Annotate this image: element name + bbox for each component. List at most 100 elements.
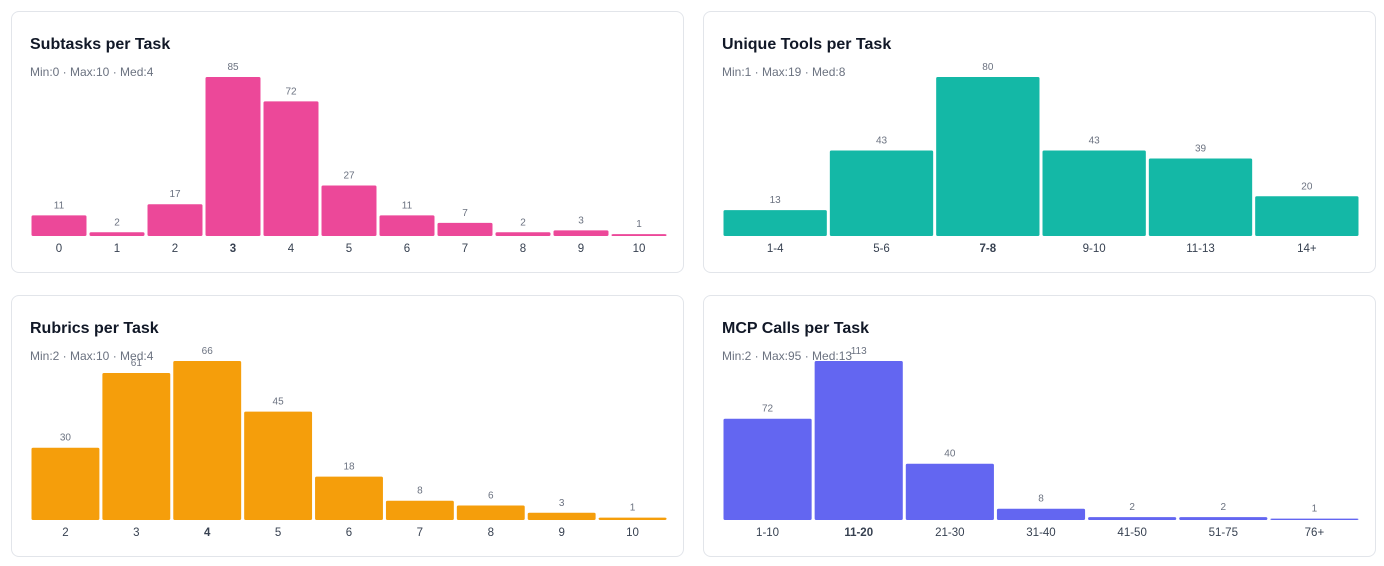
value-label: 17 (169, 189, 181, 200)
value-label: 1 (636, 219, 642, 230)
value-label: 2 (1129, 502, 1135, 513)
value-label: 8 (1038, 494, 1044, 505)
chart-subtitle: Min:1 · Max:19 · Med:8 (722, 65, 846, 79)
bar (321, 185, 377, 236)
category-label: 2 (62, 527, 68, 539)
chart-subtitle: Min:2 · Max:10 · Med:4 (30, 349, 154, 363)
bar (31, 215, 87, 236)
chart: Rubrics per Task Min:2 · Max:10 · Med:4 30… (30, 320, 667, 539)
bar (553, 230, 609, 236)
bar (1179, 517, 1268, 520)
category-label: 9 (578, 243, 584, 255)
value-label: 13 (770, 195, 782, 206)
bar (495, 232, 551, 236)
value-label: 1 (630, 503, 636, 514)
category-label: 1-4 (767, 243, 784, 255)
category-label: 5 (275, 527, 281, 539)
value-label: 72 (762, 404, 774, 415)
category-label: 6 (346, 527, 352, 539)
bar (315, 476, 383, 520)
value-label: 8 (417, 486, 423, 497)
value-label: 2 (114, 217, 120, 228)
value-label: 61 (131, 358, 143, 369)
chart-card: Unique Tools per Task Min:1 · Max:19 · Me… (703, 11, 1376, 273)
bar (205, 77, 261, 236)
bar (89, 232, 145, 236)
bar (437, 222, 493, 236)
category-label: 5-6 (873, 243, 890, 255)
category-label: 4 (204, 527, 211, 539)
value-label: 3 (559, 498, 565, 509)
chart: MCP Calls per Task Min:2 · Max:95 · Med:1… (722, 320, 1359, 539)
value-label: 39 (1195, 143, 1207, 154)
chart-card: Subtasks per Task Min:0 · Max:10 · Med:4 1… (11, 11, 684, 273)
category-label: 7-8 (980, 243, 997, 255)
category-label: 7 (462, 243, 468, 255)
bar (102, 373, 171, 520)
category-label: 41-50 (1117, 527, 1146, 539)
value-label: 66 (202, 346, 214, 357)
value-label: 18 (343, 462, 355, 473)
bar (829, 150, 934, 236)
chart-subtitle: Min:2 · Max:95 · Med:13 (722, 349, 852, 363)
bar (1148, 158, 1253, 236)
value-label: 43 (876, 136, 888, 147)
bar (456, 505, 525, 520)
value-label: 45 (273, 397, 285, 408)
value-label: 2 (520, 217, 526, 228)
category-label: 11-13 (1186, 243, 1215, 255)
bar (147, 204, 203, 236)
bar (1088, 517, 1177, 520)
category-label: 51-75 (1209, 527, 1238, 539)
category-label: 31-40 (1026, 527, 1055, 539)
bar (814, 361, 903, 520)
category-label: 1 (114, 243, 120, 255)
bar (379, 215, 435, 236)
category-label: 76+ (1305, 527, 1325, 539)
category-label: 9-10 (1083, 243, 1106, 255)
category-label: 3 (230, 243, 236, 255)
category-label: 21-30 (935, 527, 964, 539)
chart: Unique Tools per Task Min:1 · Max:19 · Me… (722, 36, 1359, 255)
chart-card: Rubrics per Task Min:2 · Max:10 · Med:4 30… (11, 295, 684, 557)
category-label: 7 (417, 527, 423, 539)
category-label: 1-10 (756, 527, 779, 539)
bar (936, 77, 1040, 236)
bar (598, 517, 667, 520)
value-label: 6 (488, 491, 494, 502)
category-label: 8 (520, 243, 526, 255)
category-label: 6 (404, 243, 410, 255)
value-label: 43 (1089, 136, 1101, 147)
bar (611, 234, 667, 236)
value-label: 11 (402, 200, 413, 211)
value-label: 80 (982, 62, 994, 73)
category-label: 0 (56, 243, 62, 255)
value-label: 3 (578, 215, 584, 226)
category-label: 2 (172, 243, 178, 255)
bar (263, 101, 319, 236)
value-label: 27 (343, 170, 355, 181)
category-label: 10 (626, 527, 639, 539)
category-label: 5 (346, 243, 352, 255)
category-label: 9 (558, 527, 564, 539)
category-label: 14+ (1297, 243, 1317, 255)
bar (31, 447, 100, 520)
category-label: 11-20 (844, 527, 873, 539)
value-label: 40 (944, 449, 956, 460)
value-label: 1 (1312, 504, 1318, 515)
value-label: 7 (462, 208, 468, 219)
value-label: 85 (227, 62, 239, 73)
value-label: 20 (1301, 181, 1313, 192)
chart-title: Rubrics per Task (30, 320, 159, 337)
bar (1270, 518, 1359, 520)
chart: Subtasks per Task Min:0 · Max:10 · Med:4 1… (30, 36, 667, 255)
chart-subtitle: Min:0 · Max:10 · Med:4 (30, 65, 154, 79)
bar (1255, 196, 1359, 236)
chart-title: Unique Tools per Task (722, 36, 891, 53)
value-label: 72 (285, 86, 297, 97)
value-label: 11 (54, 200, 65, 211)
bar (723, 418, 812, 520)
chart-card: MCP Calls per Task Min:2 · Max:95 · Med:1… (703, 295, 1376, 557)
value-label: 113 (851, 346, 867, 357)
